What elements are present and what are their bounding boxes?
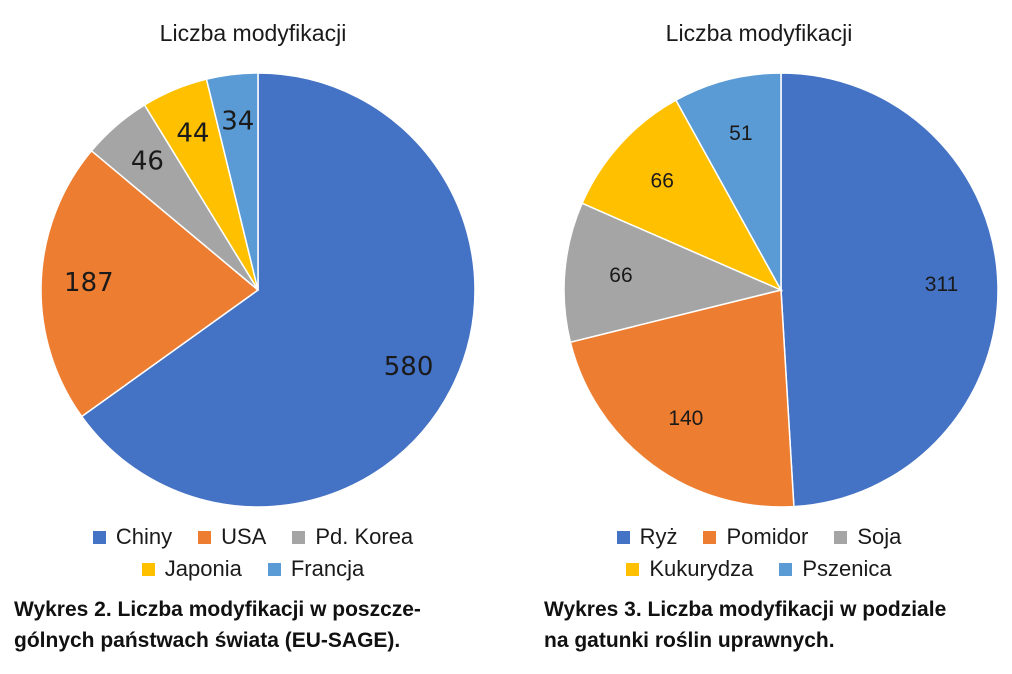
legend-label: Pd. Korea <box>315 524 414 549</box>
legend-item-chiny: Chiny <box>92 524 173 550</box>
data-label-japonia: 44 <box>176 118 209 148</box>
legend-item-pszenica: Pszenica <box>779 556 892 582</box>
legend-swatch <box>626 562 640 576</box>
legend-item-usa: USA <box>198 524 266 550</box>
legend: Chiny USA Pd. Korea Japonia Francja <box>0 524 506 588</box>
legend-item-pomidor: Pomidor <box>703 524 808 550</box>
legend-swatch <box>616 530 630 544</box>
caption-line: gólnych państwach świata (EU-SAGE). <box>14 629 401 652</box>
data-label-pomidor: 140 <box>668 407 703 430</box>
legend-label: Chiny <box>115 524 173 549</box>
data-label-francja: 34 <box>221 106 254 136</box>
chart-title: Liczba modyfikacji <box>665 20 853 46</box>
legend-item-pd-korea: Pd. Korea <box>292 524 413 550</box>
legend-swatch <box>141 562 155 576</box>
legend-item-ryz: Ryż <box>616 524 678 550</box>
pie-slice-kukurydza <box>581 99 783 292</box>
data-label-soja: 66 <box>609 264 632 287</box>
data-label-kukurydza: 66 <box>651 169 674 192</box>
pie-slice-francja <box>205 72 259 291</box>
caption-line: Wykres 2. Liczba modyfikacji w poszcze- <box>14 598 421 621</box>
legend-swatch <box>198 530 212 544</box>
pie-slice-usa <box>40 149 260 418</box>
legend-label: Francja <box>290 556 365 581</box>
legend-label: Soja <box>857 524 902 549</box>
legend-item-japonia: Japonia <box>141 556 242 582</box>
legend-swatch <box>92 530 106 544</box>
legend-item-francja: Francja <box>267 556 365 582</box>
legend-label: Kukurydza <box>649 556 754 581</box>
legend-label: Japonia <box>164 556 242 581</box>
data-label-pd-korea: 46 <box>131 146 164 176</box>
legend-label: USA <box>221 524 267 549</box>
pie-chart-countries: 580 187 46 44 34 <box>40 72 476 508</box>
pie-slice-pomidor <box>569 289 795 508</box>
legend-label: Ryż <box>639 524 678 549</box>
figure-caption: Wykres 3. Liczba modyfikacji w podziale … <box>544 594 1004 656</box>
legend-swatch <box>779 562 793 576</box>
legend-label: Pszenica <box>802 556 892 581</box>
legend-swatch <box>834 530 848 544</box>
legend-label: Pomidor <box>726 524 809 549</box>
caption-line: Wykres 3. Liczba modyfikacji w podziale <box>544 598 947 621</box>
legend-swatch <box>292 530 306 544</box>
pie-slice-soja <box>563 202 784 344</box>
figure-caption: Wykres 2. Liczba modyfikacji w poszcze- … <box>14 594 494 656</box>
caption-line: na gatunki roślin uprawnych. <box>544 629 835 652</box>
pie-chart-crops: 311 140 66 66 51 <box>563 72 999 508</box>
legend-swatch <box>267 562 281 576</box>
data-label-chiny: 580 <box>384 352 434 382</box>
pie-slice-ryz <box>780 72 999 508</box>
legend-item-soja: Soja <box>834 524 901 550</box>
data-label-pszenica: 51 <box>729 122 752 145</box>
chart-crops: Liczba modyfikacji 311 140 66 66 51 Ryż Pomi… <box>506 0 1012 674</box>
chart-title: Liczba modyfikacji <box>159 20 347 46</box>
data-label-usa: 187 <box>64 268 114 298</box>
pie-slice-chiny <box>80 72 476 508</box>
legend: Ryż Pomidor Soja Kukurydza Pszenica <box>506 524 1012 588</box>
data-label-ryz: 311 <box>925 273 958 296</box>
legend-item-kukurydza: Kukurydza <box>626 556 753 582</box>
chart-countries: Liczba modyfikacji 580 187 46 44 34 Chiny US… <box>0 20 506 656</box>
legend-swatch <box>703 530 717 544</box>
pie-slice-pszenica <box>674 72 782 293</box>
